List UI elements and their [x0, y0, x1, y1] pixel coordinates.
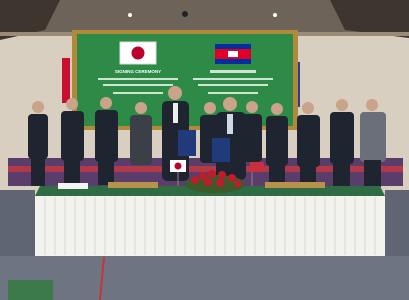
side-flag — [62, 58, 70, 103]
banner-text-line — [113, 92, 163, 94]
carpet — [385, 190, 409, 256]
carpet — [0, 190, 35, 256]
table-flag-disc — [175, 163, 182, 170]
table-skirt — [35, 196, 385, 256]
camera — [182, 11, 188, 17]
banner-text-line — [98, 78, 178, 80]
banner-text-line — [193, 78, 273, 80]
green-box — [8, 280, 53, 300]
ceiling-light — [128, 13, 132, 17]
folder — [178, 130, 196, 156]
paper — [58, 183, 88, 189]
cambodia-flag-temple — [228, 51, 238, 57]
carpet — [0, 256, 409, 300]
banner-text-line — [208, 92, 258, 94]
cambodia-flag — [215, 44, 251, 49]
banner-title: SIGNING CEREMONY — [115, 69, 161, 74]
japan-flag-disc — [132, 47, 145, 60]
cambodia-flag — [215, 59, 251, 64]
folder — [212, 138, 230, 162]
banner-text-line — [103, 84, 173, 86]
pen-stand — [265, 182, 325, 188]
ceiling-light — [273, 13, 277, 17]
banner-text-line — [210, 70, 256, 73]
photo: SIGNING CEREMONY — [0, 0, 409, 300]
table-flag — [250, 162, 264, 172]
banner-text-line — [198, 84, 268, 86]
pen-stand — [108, 182, 158, 188]
